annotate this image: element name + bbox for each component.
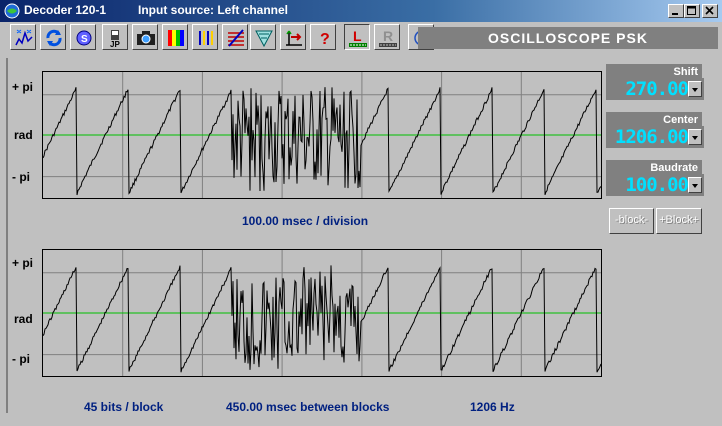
speed-button[interactable]: S xyxy=(70,24,96,50)
colors-button[interactable] xyxy=(162,24,188,50)
bottom-scope-trace xyxy=(42,250,602,376)
top-scope[interactable] xyxy=(42,71,602,199)
speed-icon: S xyxy=(76,30,92,46)
spectrum-button[interactable] xyxy=(10,24,36,50)
waterfall-icon xyxy=(228,29,244,47)
bits-per-block-label: 45 bits / block xyxy=(84,400,164,414)
minimize-button[interactable] xyxy=(668,4,684,18)
center-dropdown-button[interactable] xyxy=(688,129,702,145)
app-icon xyxy=(4,3,20,19)
camera-icon xyxy=(137,31,155,45)
shift-value: 270.00 xyxy=(625,78,689,100)
bars-button[interactable] xyxy=(192,24,218,50)
top-scope-rad-label: rad xyxy=(14,128,33,142)
mode-title: OSCILLOSCOPE PSK xyxy=(418,27,718,49)
shift-dropdown-button[interactable] xyxy=(688,81,702,97)
top-scope-trace xyxy=(42,72,602,198)
baudrate-label: Baudrate xyxy=(606,160,702,176)
maximize-icon xyxy=(687,6,696,15)
waterfall-button[interactable] xyxy=(222,24,248,50)
baudrate-value: 100.00 xyxy=(625,174,689,196)
input-source-label: Input source: Left channel xyxy=(138,3,289,17)
save-icon: JP xyxy=(110,30,120,49)
refresh-icon xyxy=(46,29,62,47)
center-value: 1206.00 xyxy=(614,126,689,148)
left-channel-button[interactable]: L xyxy=(344,24,370,50)
svg-text:S: S xyxy=(81,34,88,45)
save-button[interactable]: JP xyxy=(102,24,128,50)
help-icon: ? xyxy=(320,31,330,48)
baudrate-control[interactable]: 100.00 xyxy=(606,174,704,196)
time-division-label: 100.00 msec / division xyxy=(242,214,369,228)
svg-text:JP: JP xyxy=(110,40,120,49)
colors-icon xyxy=(168,30,184,46)
tuning-icon xyxy=(286,30,302,46)
baudrate-dropdown-button[interactable] xyxy=(688,177,702,193)
bars-icon xyxy=(199,31,213,45)
between-blocks-label: 450.00 msec between blocks xyxy=(226,400,390,414)
title-bar[interactable]: Decoder 120-1 Input source: Left channel xyxy=(0,0,722,22)
bottom-scope-plus-pi-label: + pi xyxy=(12,256,34,270)
bottom-scope-rad-label: rad xyxy=(14,312,33,326)
maximize-button[interactable] xyxy=(684,4,700,18)
center-label: Center xyxy=(606,112,702,128)
spectrum-icon xyxy=(15,29,33,46)
block-plus-button[interactable]: +Block+ xyxy=(656,208,702,234)
block-minus-button[interactable]: -block- xyxy=(609,208,654,234)
close-icon xyxy=(705,6,714,15)
shift-label: Shift xyxy=(606,64,702,80)
frequency-label: 1206 Hz xyxy=(470,400,515,414)
block-minus-label: -block- xyxy=(614,214,648,226)
top-scope-phase-trace xyxy=(42,87,602,196)
top-scope-plus-pi-label: + pi xyxy=(12,80,34,94)
svg-text:?: ? xyxy=(320,31,330,48)
tuning-button[interactable] xyxy=(280,24,306,50)
block-plus-label: +Block+ xyxy=(659,214,699,226)
bottom-scope-minus-pi-label: - pi xyxy=(12,352,30,366)
shift-control[interactable]: 270.00 xyxy=(606,78,704,100)
right-channel-icon: R xyxy=(379,28,397,47)
left-divider xyxy=(6,58,8,413)
left-channel-icon: L xyxy=(349,28,367,47)
right-channel-button[interactable]: R xyxy=(374,24,400,50)
refresh-button[interactable] xyxy=(40,24,66,50)
camera-button[interactable] xyxy=(132,24,158,50)
svg-text:L: L xyxy=(353,28,362,44)
window-title: Decoder 120-1 xyxy=(24,3,107,17)
filter-icon xyxy=(255,30,273,48)
close-button[interactable] xyxy=(702,4,718,18)
bottom-scope[interactable] xyxy=(42,249,602,377)
minimize-icon xyxy=(672,13,678,15)
center-control[interactable]: 1206.00 xyxy=(606,126,704,148)
top-scope-minus-pi-label: - pi xyxy=(12,170,30,184)
bottom-scope-phase-trace xyxy=(42,265,602,373)
help-button[interactable]: ? xyxy=(310,24,336,50)
filter-button[interactable] xyxy=(250,24,276,50)
svg-text:R: R xyxy=(383,28,393,44)
